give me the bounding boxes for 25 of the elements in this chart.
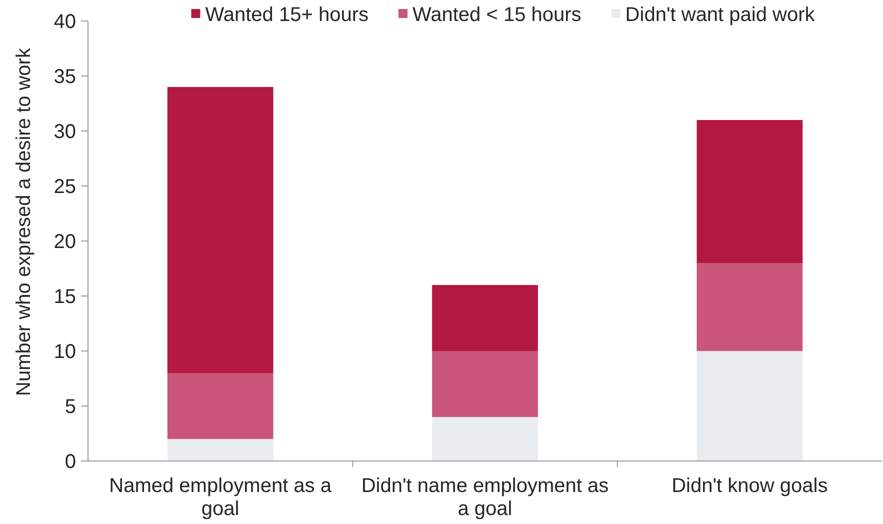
y-axis-title: Number who expresed a desire to work [13,47,35,396]
bar [432,351,538,417]
y-tick-label: 40 [54,11,76,33]
x-tick-label: Didn't name employment as a goal [361,475,609,520]
y-tick-label: 5 [64,396,76,418]
bar [167,87,274,373]
bar [432,417,538,461]
legend-label: Didn't want paid work [625,4,816,26]
bar [696,351,803,461]
y-tick-label: 10 [54,341,76,363]
y-tick-label: 30 [54,121,76,143]
legend-label: Wanted 15+ hours [205,4,368,26]
y-tick-label: 15 [54,286,76,308]
bar [696,120,803,263]
y-tick-label: 35 [54,66,76,88]
bar [432,285,538,351]
y-tick-label: 25 [54,176,76,198]
legend-label: Wanted < 15 hours [412,4,582,26]
x-tick-label: Didn't know goals [672,475,828,497]
x-tick-label: Named employment as a goal [109,475,332,520]
y-tick-label: 20 [54,231,76,253]
y-tick-label: 0 [64,451,76,473]
bar [696,263,803,351]
bar [167,439,274,461]
bar [167,373,274,439]
